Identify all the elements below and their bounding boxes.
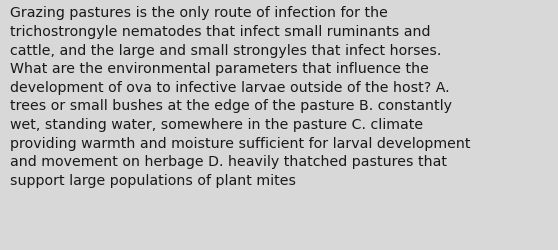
Text: Grazing pastures is the only route of infection for the
trichostrongyle nematode: Grazing pastures is the only route of in… [10,6,470,187]
